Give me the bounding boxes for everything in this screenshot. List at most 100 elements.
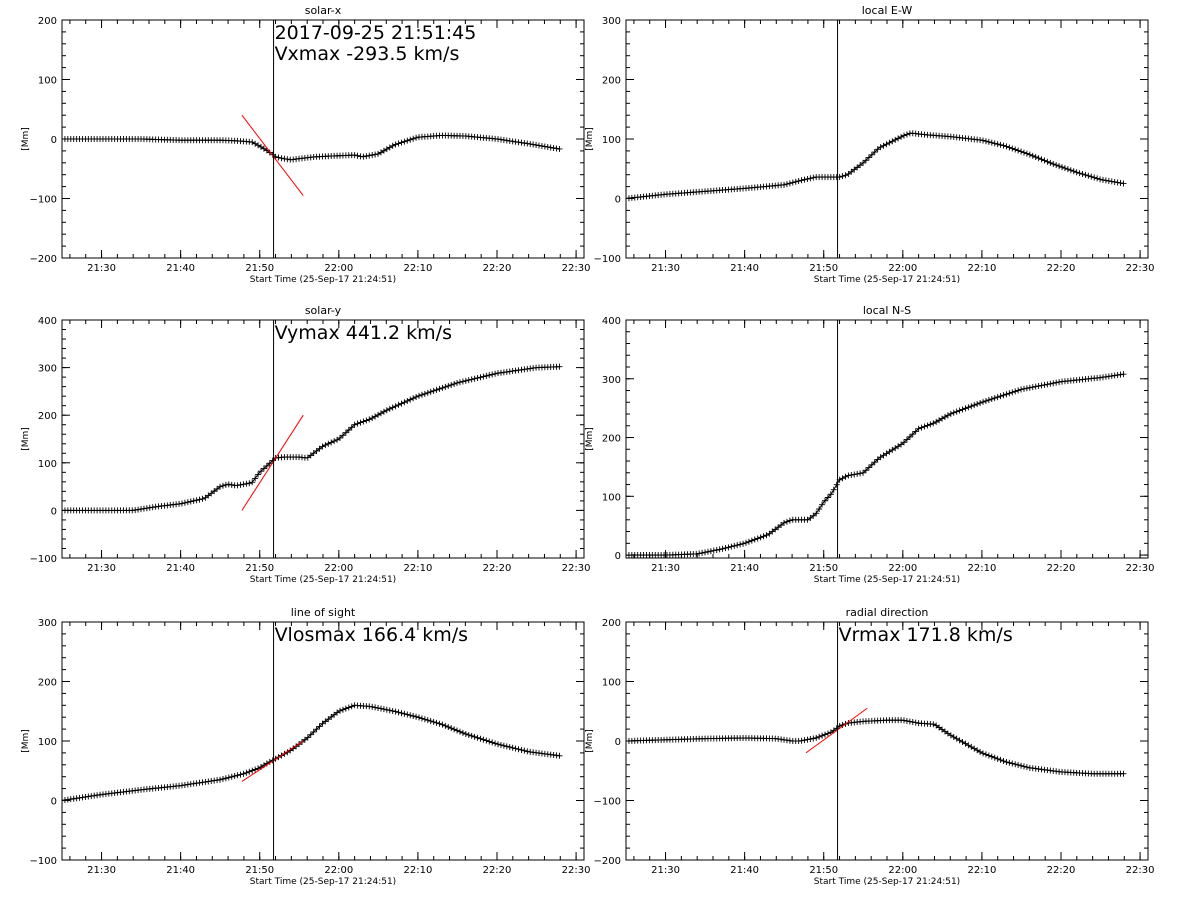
data-point-marker: [416, 714, 423, 721]
data-point-marker: [222, 775, 229, 782]
data-point-marker: [1100, 176, 1106, 183]
data-point-marker: [1023, 150, 1030, 157]
data-point-marker: [933, 418, 940, 425]
data-point-marker: [462, 377, 469, 384]
data-point-marker: [410, 395, 417, 402]
x-tick-label: 22:20: [1047, 263, 1076, 274]
data-point-marker: [1035, 383, 1042, 390]
data-point-marker: [763, 532, 770, 539]
data-point-marker: [819, 732, 826, 739]
data-point-marker: [456, 379, 463, 386]
x-tick-label: 22:00: [324, 563, 353, 574]
y-tick-label: 200: [38, 16, 57, 27]
data-point-marker: [304, 734, 311, 741]
data-point-marker: [413, 713, 420, 720]
data-point-marker: [489, 371, 496, 378]
data-point-marker: [1020, 149, 1027, 156]
data-point-marker: [454, 379, 461, 386]
data-point-marker: [325, 440, 332, 447]
y-tick-label: 100: [602, 492, 621, 503]
data-point-marker: [360, 153, 367, 160]
plot-frame: [61, 319, 585, 559]
y-tick-label: 0: [615, 551, 621, 562]
data-point-marker: [492, 370, 499, 377]
data-point-marker: [725, 544, 732, 551]
x-tick-label: 22:20: [1047, 563, 1076, 574]
data-point-marker: [953, 408, 960, 415]
x-tick-label: 21:50: [809, 865, 838, 876]
y-tick-label: 300: [38, 364, 57, 375]
data-point-marker: [994, 394, 1001, 401]
panel-5: line of sight 300 200 100 0 −100 21:30 21:40 21:…: [21, 606, 591, 887]
data-point-marker: [901, 717, 908, 724]
velocity-annotation: Vxmax -293.5 km/s: [275, 43, 460, 65]
y-tick-label: 0: [615, 195, 621, 206]
data-point-marker: [427, 388, 434, 395]
data-point-marker: [889, 138, 896, 145]
data-point-marker: [222, 481, 229, 488]
data-point-marker: [465, 377, 472, 384]
data-point-marker: [375, 150, 382, 157]
x-tick-label: 22:10: [967, 263, 996, 274]
data-point-marker: [337, 707, 344, 714]
data-point-marker: [337, 434, 344, 441]
data-point-marker: [430, 718, 437, 725]
data-point-marker: [1105, 177, 1112, 184]
data-point-marker: [448, 725, 455, 732]
data-point-marker: [1018, 762, 1025, 769]
data-point-marker: [527, 141, 534, 148]
x-tick-label: 22:10: [967, 865, 996, 876]
data-point-marker: [524, 140, 531, 147]
data-point-marker: [868, 461, 875, 468]
data-point-marker: [392, 708, 399, 715]
data-point-marker: [252, 766, 259, 773]
data-point-marker: [454, 727, 461, 734]
data-point-marker: [1029, 384, 1036, 391]
y-tick-label: −200: [30, 254, 57, 265]
data-point-marker: [386, 405, 393, 412]
velocity-annotation: Vrmax 171.8 km/s: [839, 624, 1013, 646]
data-point-marker: [1006, 759, 1013, 766]
data-point-marker: [997, 141, 1004, 148]
data-point-marker: [795, 178, 802, 185]
data-point-marker: [257, 468, 264, 475]
data-point-marker: [821, 731, 828, 738]
data-point-marker: [748, 537, 755, 544]
data-point-marker: [357, 419, 364, 426]
data-point-marker: [956, 407, 963, 414]
data-point-marker: [544, 144, 551, 150]
data-point-marker: [512, 745, 519, 752]
data-point-marker: [1038, 156, 1045, 163]
plot-area: [626, 130, 1127, 202]
y-axis-label: [Mm]: [585, 427, 595, 451]
data-point-marker: [1120, 770, 1127, 777]
x-tick-label: 22:30: [562, 865, 591, 876]
x-tick-label: 22:10: [403, 865, 432, 876]
data-point-marker: [366, 416, 373, 423]
data-point-marker: [1053, 379, 1060, 386]
data-point-marker: [380, 706, 387, 713]
data-point-marker: [719, 545, 726, 552]
velocity-annotation: 2017-09-25 21:51:45: [275, 22, 477, 44]
data-point-marker: [541, 143, 548, 150]
data-point-marker: [456, 728, 463, 735]
data-point-marker: [1012, 146, 1019, 153]
data-point-marker: [255, 142, 262, 149]
x-tick-label: 22:00: [888, 563, 917, 574]
x-axis-label: Start Time (25-Sep-17 21:24:51): [250, 575, 396, 585]
data-point-marker: [404, 137, 411, 144]
data-point-marker: [810, 512, 817, 519]
data-point-marker: [407, 712, 414, 719]
data-point-marker: [988, 753, 995, 760]
data-point-marker: [225, 774, 232, 781]
data-point-marker: [886, 139, 893, 146]
data-point-marker: [372, 704, 379, 711]
data-point-marker: [1015, 761, 1022, 768]
data-point-marker: [821, 497, 828, 504]
data-point-marker: [807, 175, 814, 182]
data-point-marker: [1015, 387, 1022, 394]
data-point-marker: [898, 133, 905, 140]
data-point-marker: [477, 374, 484, 381]
data-point-marker: [480, 373, 487, 380]
